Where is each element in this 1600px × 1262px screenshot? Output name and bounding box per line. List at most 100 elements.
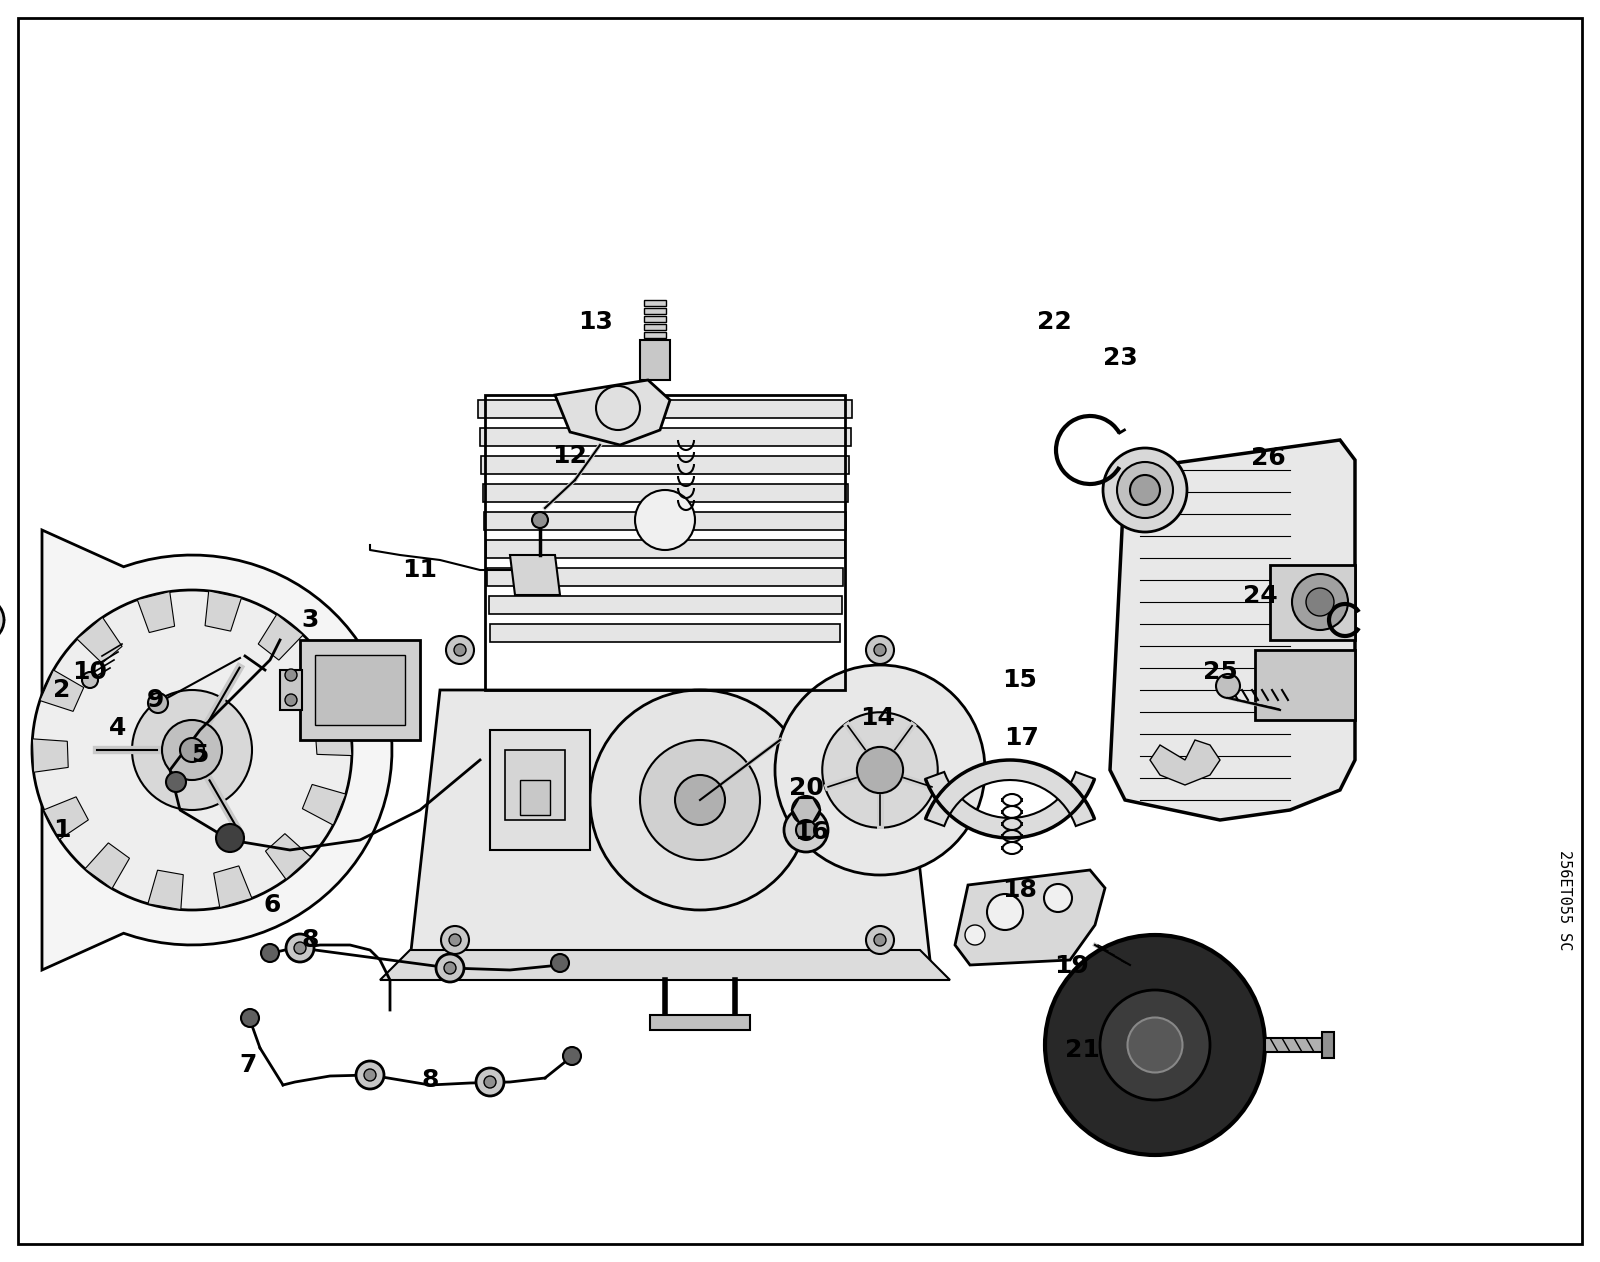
Text: 9: 9: [146, 688, 163, 712]
Polygon shape: [925, 772, 1094, 838]
Text: 17: 17: [1005, 726, 1040, 750]
Bar: [483, 485, 848, 502]
Circle shape: [446, 636, 474, 664]
Text: 8: 8: [301, 928, 318, 952]
Polygon shape: [925, 760, 1094, 827]
Text: 12: 12: [552, 444, 587, 468]
Circle shape: [1045, 935, 1266, 1155]
Circle shape: [1128, 1017, 1182, 1073]
Circle shape: [635, 490, 694, 550]
Polygon shape: [138, 592, 174, 632]
Circle shape: [355, 1061, 384, 1089]
Text: 22: 22: [1037, 310, 1072, 334]
Circle shape: [866, 636, 894, 664]
Circle shape: [216, 824, 243, 852]
Bar: [643, 324, 666, 329]
Bar: [478, 400, 851, 418]
Text: 7: 7: [240, 1053, 256, 1076]
Bar: [301, 640, 419, 740]
Polygon shape: [1110, 440, 1355, 820]
Circle shape: [531, 512, 547, 528]
Polygon shape: [1150, 740, 1221, 785]
Circle shape: [822, 712, 938, 828]
Circle shape: [563, 1047, 581, 1065]
Text: 24: 24: [1243, 584, 1277, 608]
Text: 19: 19: [1054, 954, 1090, 978]
Text: 1: 1: [53, 818, 70, 842]
Circle shape: [675, 775, 725, 825]
Circle shape: [874, 644, 886, 656]
Circle shape: [261, 944, 278, 962]
Polygon shape: [40, 670, 83, 712]
Bar: [643, 308, 666, 314]
Circle shape: [866, 926, 894, 954]
Circle shape: [285, 694, 298, 705]
Circle shape: [442, 926, 469, 954]
Bar: [506, 750, 565, 820]
Text: 21: 21: [1064, 1039, 1099, 1063]
Text: 4: 4: [109, 716, 126, 740]
Bar: [1322, 1032, 1334, 1058]
Circle shape: [640, 740, 760, 859]
Circle shape: [131, 690, 253, 810]
Circle shape: [82, 671, 98, 688]
Bar: [490, 623, 840, 642]
Circle shape: [477, 1068, 504, 1095]
Circle shape: [1130, 475, 1160, 505]
Bar: [643, 332, 666, 338]
Bar: [650, 1015, 750, 1030]
Circle shape: [435, 954, 464, 982]
Bar: [488, 596, 842, 615]
Text: 23: 23: [1102, 346, 1138, 370]
Circle shape: [147, 693, 168, 713]
Circle shape: [1293, 574, 1347, 630]
Polygon shape: [266, 834, 310, 880]
Circle shape: [483, 1076, 496, 1088]
Circle shape: [166, 772, 186, 793]
Polygon shape: [42, 530, 392, 970]
Text: 26: 26: [1251, 445, 1285, 469]
Bar: [482, 456, 850, 475]
Circle shape: [365, 1069, 376, 1082]
Text: 8: 8: [421, 1068, 438, 1092]
Bar: [483, 512, 846, 530]
Text: 5: 5: [192, 743, 208, 767]
Circle shape: [784, 808, 829, 852]
Polygon shape: [205, 591, 242, 631]
Circle shape: [1306, 588, 1334, 616]
Polygon shape: [555, 380, 670, 445]
Text: 2: 2: [53, 678, 70, 702]
Circle shape: [797, 820, 816, 840]
Polygon shape: [147, 871, 184, 910]
Circle shape: [32, 591, 352, 910]
Text: 16: 16: [795, 820, 829, 844]
Polygon shape: [258, 615, 302, 660]
Text: 11: 11: [403, 558, 437, 582]
Polygon shape: [381, 950, 950, 981]
Polygon shape: [1270, 565, 1355, 640]
Bar: [640, 339, 670, 380]
Polygon shape: [298, 665, 342, 707]
Polygon shape: [510, 555, 560, 594]
Text: 13: 13: [579, 310, 613, 334]
Circle shape: [1102, 448, 1187, 533]
Polygon shape: [43, 796, 88, 839]
Circle shape: [774, 665, 986, 875]
Text: 6: 6: [264, 893, 280, 917]
Circle shape: [445, 962, 456, 974]
Circle shape: [1101, 989, 1210, 1100]
Circle shape: [792, 796, 819, 824]
Bar: [480, 428, 851, 445]
Bar: [315, 655, 405, 724]
Polygon shape: [315, 722, 352, 756]
Bar: [280, 670, 302, 711]
Circle shape: [874, 934, 886, 946]
Bar: [520, 780, 550, 815]
Polygon shape: [77, 617, 122, 663]
Circle shape: [858, 747, 902, 793]
Text: 18: 18: [1003, 878, 1037, 902]
Bar: [643, 300, 666, 305]
Text: 15: 15: [1003, 668, 1037, 692]
Text: 25: 25: [1203, 660, 1237, 684]
Text: 256ET055 SC: 256ET055 SC: [1557, 849, 1573, 950]
